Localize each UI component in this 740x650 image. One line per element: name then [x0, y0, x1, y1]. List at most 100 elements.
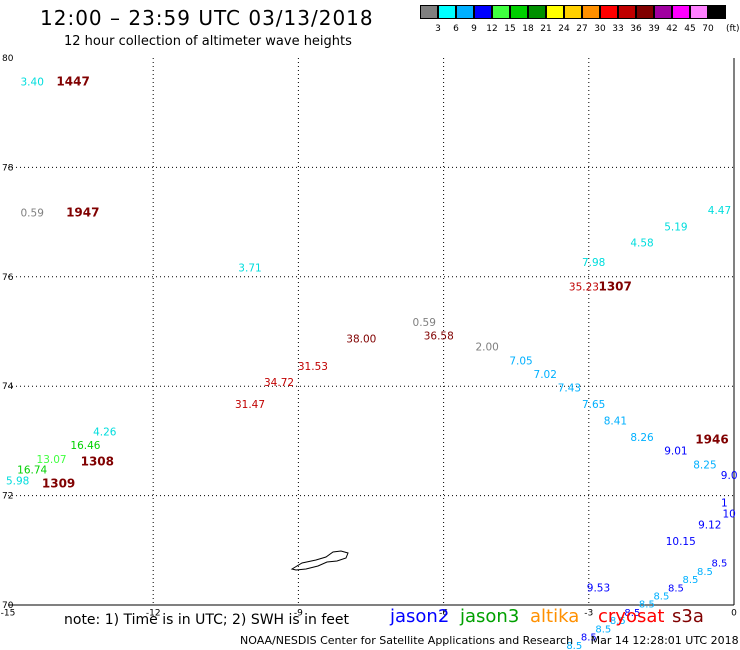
legend-swatch — [600, 5, 618, 19]
footer-credit-text: NOAA/NESDIS Center for Satellite Applica… — [240, 634, 574, 647]
pass-time-label: 1447 — [56, 74, 89, 88]
wave-height-label: 38.00 — [346, 333, 376, 345]
legend-swatch — [456, 5, 474, 19]
legend-label: 18 — [522, 24, 534, 34]
mission-cryosat: cryosat — [598, 606, 665, 627]
track-label: 8.5 — [639, 600, 655, 611]
pass-time-label: 1309 — [42, 476, 75, 490]
y-tick-label: 72 — [2, 492, 13, 502]
wave-height-label: 8.25 — [693, 459, 716, 471]
wave-height-label: 16.74 — [17, 465, 47, 477]
wave-height-label: 4.26 — [93, 426, 117, 438]
wave-height-label: 7.02 — [534, 369, 557, 381]
legend-label: 6 — [453, 24, 459, 34]
wave-height-label: 0.59 — [413, 317, 436, 329]
wave-height-label: 8.41 — [604, 415, 627, 427]
wave-height-label: 7.43 — [558, 383, 581, 395]
legend-swatch — [492, 5, 510, 19]
legend-swatch — [654, 5, 672, 19]
legend-swatch — [690, 5, 708, 19]
legend-label: 39 — [648, 24, 660, 34]
wave-height-label: 9.12 — [698, 519, 721, 531]
track-label: 8.5 — [595, 624, 611, 635]
track-label: 8.5 — [653, 592, 669, 603]
y-tick-label: 80 — [2, 54, 14, 64]
map-subtitle: 12 hour collection of altimeter wave hei… — [64, 34, 352, 49]
wave-height-label: 8.26 — [630, 432, 654, 444]
wave-height-label: 10.15 — [666, 536, 696, 548]
pass-time-label: 1308 — [81, 455, 114, 469]
legend-swatch — [510, 5, 528, 19]
wave-height-label: 5.19 — [664, 221, 687, 233]
wave-height-label: 34.72 — [264, 377, 294, 389]
wave-height-label: 13.07 — [37, 454, 67, 466]
wave-height-label: 4.47 — [708, 205, 731, 217]
footer-timestamp: Mar 14 12:28:01 UTC 2018 — [590, 634, 739, 647]
wave-height-label: 1 — [721, 498, 728, 510]
track-label: 8.5 — [610, 616, 626, 627]
legend-swatch — [582, 5, 600, 19]
legend-label: 3 — [435, 24, 441, 34]
legend-label: 33 — [612, 24, 624, 34]
pass-time-label: 1947 — [66, 206, 99, 220]
legend-swatch — [564, 5, 582, 19]
island-outline — [290, 550, 349, 571]
track-label: 8.5 — [668, 583, 684, 594]
wave-height-label: 10 — [722, 508, 735, 520]
wave-height-label: 9.01 — [664, 446, 687, 458]
wave-height-label: 31.47 — [235, 399, 265, 411]
y-tick-label: 74 — [2, 382, 14, 392]
legend-swatch — [708, 5, 726, 19]
pass-time-label: 1946 — [695, 433, 728, 447]
y-tick-label: 70 — [2, 601, 14, 611]
x-tick-label: -9 — [294, 609, 303, 619]
track-label: 8.5 — [697, 567, 713, 578]
y-tick-label: 78 — [2, 163, 14, 173]
wave-height-label: 0.59 — [21, 208, 44, 220]
legend-label: 45 — [684, 24, 696, 34]
x-tick-label: -6 — [439, 609, 448, 619]
track-label: 8.5 — [682, 575, 698, 586]
track-label: 8.5 — [581, 633, 597, 644]
wave-height-label: 3.71 — [238, 262, 261, 274]
wave-height-label: 2.00 — [475, 342, 498, 354]
legend-swatch — [528, 5, 546, 19]
mission-jason3: jason3 — [460, 606, 520, 627]
wave-height-label: 7.65 — [582, 399, 605, 411]
legend-swatch — [438, 5, 456, 19]
legend-swatch — [474, 5, 492, 19]
legend-label: 9 — [471, 24, 477, 34]
note-text: note: 1) Time is in UTC; 2) SWH is in fe… — [64, 612, 350, 628]
track-label: 8.5 — [566, 641, 582, 650]
legend-swatch — [420, 5, 438, 19]
legend-label: 15 — [504, 24, 516, 34]
wave-height-label: 9.53 — [587, 582, 610, 594]
track-label: 8.5 — [552, 649, 568, 650]
wave-height-label: 35.23 — [569, 281, 599, 293]
legend-unit: (ft) — [726, 24, 740, 34]
x-tick-label: -3 — [584, 609, 593, 619]
legend-label: 36 — [630, 24, 642, 34]
legend-label: 24 — [558, 24, 570, 34]
wave-height-label: 16.46 — [70, 440, 100, 452]
track-label: 8.5 — [624, 608, 640, 619]
wave-height-label: 4.58 — [630, 238, 653, 250]
legend-label: 70 — [702, 24, 714, 34]
legend-label: 30 — [594, 24, 606, 34]
legend-label: 12 — [486, 24, 498, 34]
mission-altika: altika — [530, 606, 580, 627]
wave-height-label: 5.98 — [6, 476, 29, 488]
mission-jason2: jason2 — [390, 606, 450, 627]
y-tick-label: 76 — [2, 273, 14, 283]
legend-swatch — [618, 5, 636, 19]
mission-s3a: s3a — [672, 606, 704, 627]
wave-height-label: 31.53 — [298, 361, 328, 373]
pass-time-label: 1307 — [598, 279, 631, 293]
legend-swatch — [546, 5, 564, 19]
legend-swatch — [636, 5, 654, 19]
legend-label: 21 — [540, 24, 552, 34]
footer-credit: NOAA/NESDIS Center for Satellite Applica… — [240, 634, 739, 647]
legend-label: 27 — [576, 24, 588, 34]
wave-height-label: 7.98 — [582, 257, 605, 269]
